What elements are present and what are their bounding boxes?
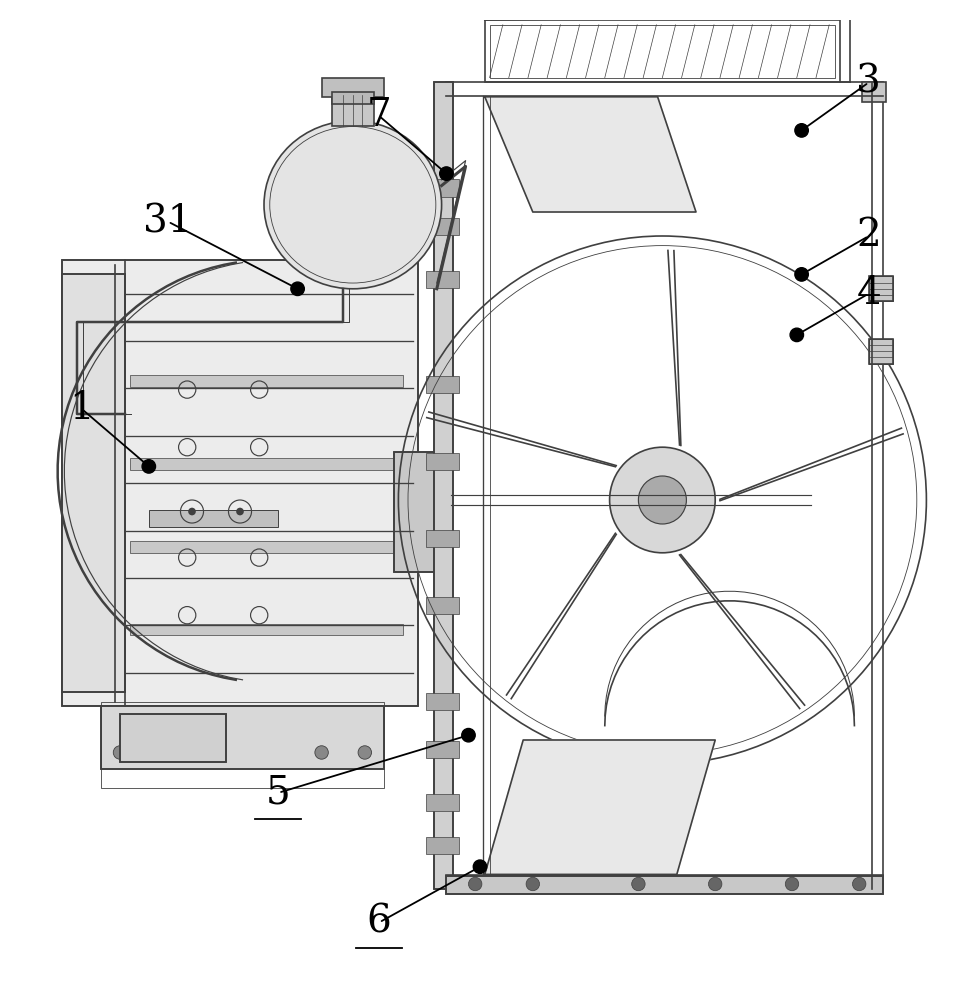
Bar xyxy=(130,624,403,635)
Bar xyxy=(426,741,459,758)
Bar xyxy=(426,597,459,614)
Circle shape xyxy=(236,508,244,515)
Bar xyxy=(394,452,449,572)
Text: 31: 31 xyxy=(143,203,193,240)
Bar xyxy=(120,714,226,762)
Bar xyxy=(862,82,886,102)
Circle shape xyxy=(526,877,540,891)
Text: 7: 7 xyxy=(367,98,392,134)
Circle shape xyxy=(440,167,453,180)
Bar xyxy=(62,260,418,706)
Bar xyxy=(426,453,459,470)
Text: 4: 4 xyxy=(856,275,881,312)
Bar xyxy=(434,82,453,889)
Circle shape xyxy=(190,746,204,759)
Circle shape xyxy=(785,877,799,891)
Bar xyxy=(130,375,403,387)
Text: 6: 6 xyxy=(367,904,392,941)
Bar xyxy=(426,794,459,811)
Bar xyxy=(323,78,384,97)
Bar xyxy=(426,271,459,288)
Bar xyxy=(869,276,893,301)
Bar xyxy=(101,706,384,769)
Bar xyxy=(62,274,125,692)
Circle shape xyxy=(358,746,372,759)
Circle shape xyxy=(462,728,475,742)
Text: 2: 2 xyxy=(856,218,881,254)
Polygon shape xyxy=(485,97,696,212)
Bar xyxy=(62,260,418,706)
Bar xyxy=(394,452,449,572)
Circle shape xyxy=(113,746,127,759)
Circle shape xyxy=(708,877,722,891)
Bar xyxy=(490,25,835,78)
Bar xyxy=(869,339,893,364)
Bar xyxy=(426,837,459,854)
Bar xyxy=(426,179,459,197)
Bar xyxy=(149,510,278,527)
Circle shape xyxy=(638,476,686,524)
Bar xyxy=(446,82,883,889)
Bar xyxy=(130,541,403,553)
Text: 1: 1 xyxy=(69,390,94,427)
Bar xyxy=(332,92,373,104)
Circle shape xyxy=(795,124,808,137)
Text: 5: 5 xyxy=(266,774,291,811)
Bar xyxy=(869,339,893,364)
Circle shape xyxy=(315,746,328,759)
Bar xyxy=(485,20,840,82)
Circle shape xyxy=(795,268,808,281)
Bar xyxy=(426,218,459,235)
Circle shape xyxy=(188,508,196,515)
Circle shape xyxy=(632,877,645,891)
Circle shape xyxy=(468,877,482,891)
Circle shape xyxy=(142,460,156,473)
Bar xyxy=(426,530,459,547)
Circle shape xyxy=(790,328,804,342)
Bar xyxy=(446,876,883,894)
Circle shape xyxy=(291,282,304,296)
Bar xyxy=(434,82,453,889)
Bar xyxy=(101,706,384,769)
Bar xyxy=(446,876,883,894)
Bar xyxy=(130,458,403,470)
Circle shape xyxy=(852,877,866,891)
Circle shape xyxy=(473,860,487,873)
Bar xyxy=(62,274,125,692)
Bar xyxy=(101,702,384,788)
Ellipse shape xyxy=(264,121,442,289)
Bar xyxy=(426,376,459,393)
Bar xyxy=(120,714,226,762)
Bar xyxy=(426,693,459,710)
Bar xyxy=(869,276,893,301)
Polygon shape xyxy=(485,740,715,874)
Text: 3: 3 xyxy=(856,64,881,101)
Circle shape xyxy=(610,447,715,553)
Bar xyxy=(332,95,373,126)
